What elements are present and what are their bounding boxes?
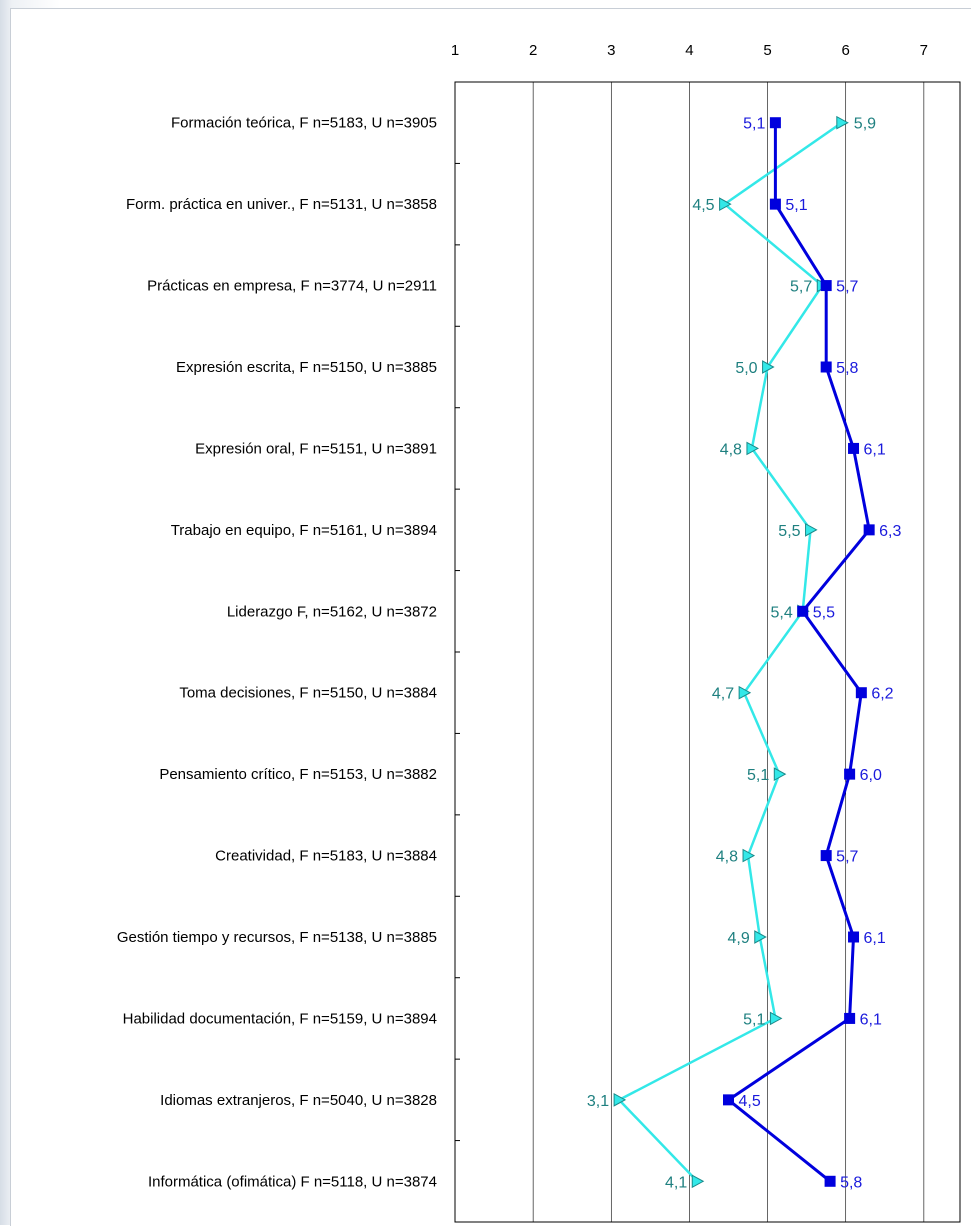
x-tick-label: 7 xyxy=(920,42,928,59)
category-label: Toma decisiones, F n=5150, U n=3884 xyxy=(179,685,437,702)
series-f-point xyxy=(738,685,752,700)
series-u-value-label: 5,8 xyxy=(836,360,858,377)
series-f-point xyxy=(773,767,787,781)
series-u-point xyxy=(844,1012,856,1024)
gridlines xyxy=(532,82,925,1222)
x-tick-label: 4 xyxy=(685,42,693,59)
series-u-value-label: 6,0 xyxy=(860,767,882,784)
series-u-point xyxy=(844,768,856,780)
category-label: Liderazgo F, n=5162, U n=3872 xyxy=(227,603,437,620)
series-f-value-label: 5,4 xyxy=(770,604,792,621)
series-u-point xyxy=(855,687,867,699)
series-f-point xyxy=(613,1093,627,1107)
category-label: Expresión oral, F n=5151, U n=3891 xyxy=(195,440,437,457)
series-f-point xyxy=(742,848,756,863)
data-labels: 5,1 5,9 5,1 4,5 5,7 5,7 5,8 5,0 6,1 4,8 6,3 5,5 5,5 5… xyxy=(587,116,902,1192)
series-u-value-label: 6,1 xyxy=(860,1011,882,1028)
series-f-point xyxy=(836,115,849,130)
series-f-value-label: 4,9 xyxy=(728,930,750,947)
series-f-point xyxy=(754,930,767,944)
series-f-value-label: 4,5 xyxy=(692,197,714,214)
category-label: Creatividad, F n=5183, U n=3884 xyxy=(215,848,437,865)
series-u-value-label: 5,7 xyxy=(836,849,858,866)
x-tick-label: 1 xyxy=(451,42,459,59)
series-f-point xyxy=(762,360,775,374)
series-u-point xyxy=(848,442,860,454)
category-label: Formación teórica, F n=5183, U n=3905 xyxy=(171,115,437,132)
series-u-line xyxy=(727,122,871,1183)
series-f-point xyxy=(719,197,732,211)
series-f-value-label: 3,1 xyxy=(587,1093,609,1110)
series-u-point xyxy=(863,524,875,536)
category-label: Trabajo en equipo, F n=5161, U n=3894 xyxy=(171,522,437,539)
series-u-value-label: 6,3 xyxy=(879,523,901,540)
series-f-value-label: 5,9 xyxy=(854,116,876,133)
series-u-value-label: 6,1 xyxy=(864,930,886,947)
series-u-point xyxy=(797,605,809,617)
series-u-value-label: 5,8 xyxy=(840,1174,862,1191)
series-u-value-label: 5,5 xyxy=(813,604,835,621)
x-tick-label: 5 xyxy=(763,42,771,59)
series-f-value-label: 5,1 xyxy=(747,767,769,784)
series-f-value-label: 4,7 xyxy=(712,686,734,703)
category-label: Gestión tiempo y recursos, F n=5138, U n… xyxy=(117,929,437,946)
plot-area xyxy=(454,81,961,1223)
category-label: Expresión escrita, F n=5150, U n=3885 xyxy=(176,359,437,376)
series-u-point xyxy=(723,1094,734,1106)
series-f-point xyxy=(805,523,818,537)
series-f-value-label: 5,1 xyxy=(743,1011,765,1028)
series-u-value-label: 6,2 xyxy=(871,686,893,703)
series-u-point xyxy=(769,117,781,129)
series-u-value-label: 4,5 xyxy=(739,1093,761,1110)
series-f-value-label: 4,1 xyxy=(665,1174,687,1191)
series-f-point xyxy=(691,1174,705,1189)
category-labels: Formación teórica, F n=5183, U n=3905 For… xyxy=(117,115,437,1191)
category-label: Informática (ofimática) F n=5118, U n=38… xyxy=(148,1173,437,1190)
series-u-point xyxy=(848,931,860,943)
x-tick-label: 2 xyxy=(529,42,537,59)
series-u-point xyxy=(820,280,832,292)
category-label: Habilidad documentación, F n=5159, U n=3… xyxy=(123,1010,437,1027)
series-u-point xyxy=(820,361,832,373)
series-f-value-label: 4,8 xyxy=(720,441,742,458)
x-axis-ticks: 12345678 xyxy=(451,42,928,59)
x-tick-label: 3 xyxy=(607,42,615,59)
series-u-point xyxy=(769,198,781,210)
series-u-point xyxy=(824,1175,836,1187)
series-f-value-label: 5,5 xyxy=(778,523,800,540)
series-u-value-label: 5,1 xyxy=(785,197,807,214)
series-f-value-label: 5,0 xyxy=(735,360,757,377)
category-label: Pensamiento crítico, F n=5153, U n=3882 xyxy=(159,766,437,783)
series-f-point xyxy=(746,441,759,456)
category-ticks xyxy=(455,162,460,1142)
series-u-value-label: 5,1 xyxy=(743,116,765,133)
series-f-line xyxy=(617,121,843,1183)
category-label: Prácticas en empresa, F n=3774, U n=2911 xyxy=(147,278,437,295)
series-u-point xyxy=(820,850,832,862)
category-label: Idiomas extranjeros, F n=5040, U n=3828 xyxy=(160,1092,437,1109)
category-label: Form. práctica en univer., F n=5131, U n… xyxy=(126,196,437,213)
series-f-point xyxy=(769,1011,783,1026)
series-markers xyxy=(613,115,875,1189)
series-f-value-label: 5,7 xyxy=(790,279,812,296)
x-tick-label: 6 xyxy=(842,42,850,59)
series-lines xyxy=(617,121,871,1183)
series-u-value-label: 5,7 xyxy=(836,279,858,296)
series-f-value-label: 4,8 xyxy=(716,849,738,866)
series-u-value-label: 6,1 xyxy=(864,441,886,458)
